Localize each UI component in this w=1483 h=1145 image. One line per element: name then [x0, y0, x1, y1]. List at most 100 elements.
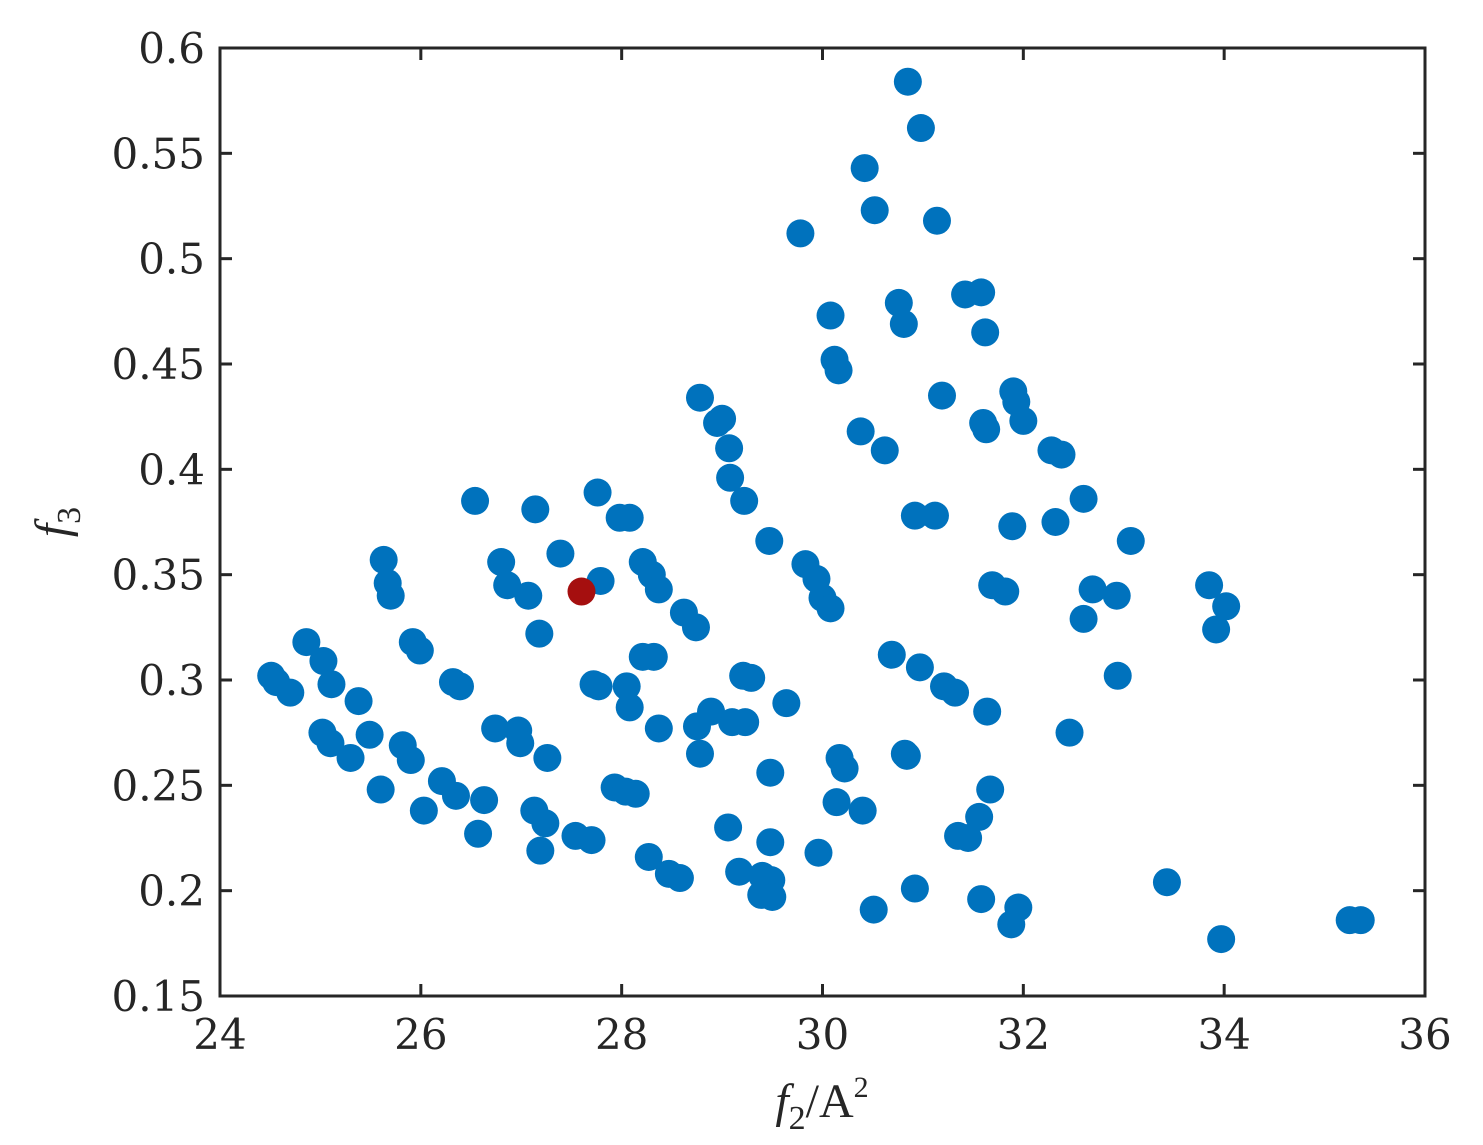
- data-point: [1078, 575, 1107, 604]
- data-point: [644, 714, 673, 743]
- data-point: [890, 739, 919, 768]
- data-point: [577, 826, 606, 855]
- data-point: [1069, 484, 1098, 513]
- data-point: [859, 895, 888, 924]
- y-tick-label: 0.4: [138, 445, 205, 494]
- data-point: [506, 729, 535, 758]
- data-point: [644, 575, 673, 604]
- data-point: [1202, 615, 1231, 644]
- plot-background: [220, 48, 1425, 996]
- data-point: [344, 687, 373, 716]
- data-point: [309, 647, 338, 676]
- data-point: [615, 693, 644, 722]
- data-point: [884, 288, 913, 317]
- data-point: [366, 775, 395, 804]
- data-point: [877, 640, 906, 669]
- data-point: [525, 619, 554, 648]
- data-point: [976, 775, 1005, 804]
- y-tick-label: 0.5: [138, 235, 205, 284]
- data-point: [804, 838, 833, 867]
- data-point: [967, 885, 996, 914]
- data-point: [369, 545, 398, 574]
- data-point: [405, 636, 434, 665]
- data-point: [276, 678, 305, 707]
- data-point: [441, 781, 470, 810]
- data-point: [1047, 440, 1076, 469]
- data-point: [786, 219, 815, 248]
- data-point: [316, 729, 345, 758]
- data-point: [906, 114, 935, 143]
- data-point: [292, 628, 321, 657]
- data-point: [336, 743, 365, 772]
- data-point: [714, 813, 743, 842]
- x-axis-label: f2/A2: [775, 1071, 868, 1137]
- data-point: [900, 501, 929, 530]
- data-point: [1102, 581, 1131, 610]
- data-point: [533, 743, 562, 772]
- data-point: [1041, 508, 1070, 536]
- data-point: [965, 802, 994, 831]
- x-tick-label: 24: [193, 1010, 246, 1059]
- data-point: [1069, 604, 1098, 633]
- data-point: [998, 512, 1027, 541]
- x-tick-label: 28: [595, 1010, 648, 1059]
- data-point: [850, 154, 879, 183]
- data-point: [583, 478, 612, 507]
- data-point: [816, 301, 845, 330]
- data-point: [737, 663, 766, 692]
- data-point: [922, 206, 951, 235]
- data-point: [531, 809, 560, 838]
- data-point: [715, 434, 744, 463]
- data-point: [1207, 925, 1236, 954]
- data-point: [941, 678, 970, 707]
- data-point: [526, 836, 555, 865]
- data-point: [409, 796, 438, 825]
- data-point: [1212, 592, 1241, 621]
- axes: 24 26 28 30 32 34 36 0.15 0.2 0.25 0.3 0.35 0.4 0.45 0…: [111, 24, 1451, 1059]
- data-point: [682, 712, 711, 741]
- data-point: [1055, 718, 1084, 747]
- data-point: [991, 577, 1020, 606]
- data-point: [822, 788, 851, 817]
- data-point: [461, 486, 490, 515]
- data-point: [716, 463, 745, 492]
- data-point: [514, 581, 543, 610]
- data-point: [893, 67, 922, 96]
- data-point: [317, 670, 346, 699]
- data-point: [639, 642, 668, 671]
- data-point: [681, 613, 710, 642]
- data-point: [967, 278, 996, 307]
- y-tick-label: 0.35: [111, 551, 205, 600]
- y-tick-label: 0.2: [138, 867, 205, 916]
- data-point: [376, 581, 405, 610]
- y-tick-label: 0.6: [138, 24, 205, 73]
- data-point: [973, 697, 1002, 726]
- data-point: [445, 672, 474, 701]
- data-point: [1009, 406, 1038, 435]
- data-point: [972, 415, 1001, 444]
- data-point: [621, 779, 650, 808]
- data-point: [971, 318, 1000, 347]
- data-point: [756, 758, 785, 787]
- data-point: [1195, 571, 1224, 600]
- data-point: [900, 874, 929, 903]
- data-point: [772, 689, 801, 718]
- data-point: [870, 436, 899, 465]
- data-point: [1116, 526, 1145, 555]
- y-tick-label: 0.3: [138, 656, 205, 705]
- data-point: [703, 408, 732, 437]
- data-point: [997, 910, 1026, 939]
- data-point: [954, 824, 983, 852]
- data-point: [755, 526, 784, 555]
- data-point: [470, 786, 499, 815]
- data-point: [1346, 906, 1375, 935]
- highlighted-point: [567, 577, 596, 606]
- data-point: [731, 708, 760, 737]
- data-point: [546, 539, 575, 568]
- data-point: [493, 571, 522, 600]
- y-tick-label: 0.45: [111, 340, 205, 389]
- data-point: [756, 828, 785, 857]
- data-point: [584, 672, 613, 701]
- y-axis-label: f3: [26, 507, 88, 537]
